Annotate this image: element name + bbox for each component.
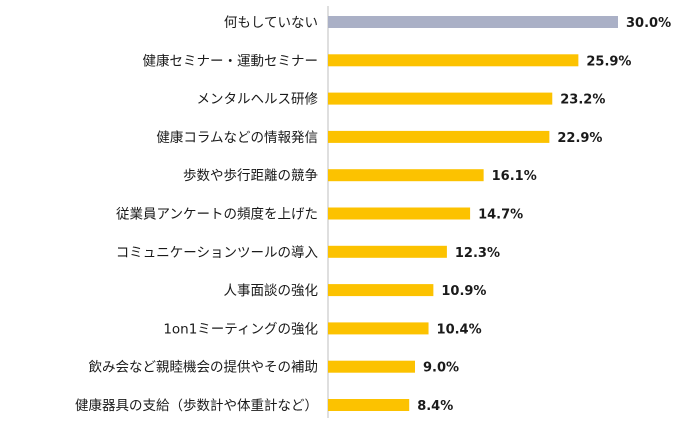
value-label: 16.1% [492, 169, 537, 184]
category-label: 従業員アンケートの頻度を上げた [116, 207, 318, 223]
bar [328, 245, 447, 258]
category-label: 健康器具の支給（歩数計や体重計など） [75, 397, 318, 414]
value-label: 8.4% [417, 399, 453, 414]
value-label: 25.9% [586, 54, 631, 69]
value-label: 30.0% [626, 16, 671, 31]
category-label: 健康セミナー・運動セミナー [143, 52, 319, 69]
bar [328, 16, 618, 28]
category-label: 歩数や歩行距離の競争 [183, 168, 318, 184]
category-label: 何もしていない [224, 15, 318, 31]
bar [328, 207, 471, 220]
bar [328, 130, 550, 143]
bar [328, 54, 579, 67]
category-label: 人事面談の強化 [224, 283, 319, 299]
bar [328, 360, 415, 373]
value-label: 10.4% [437, 322, 482, 337]
bars-group: 何もしていない 30.0% 健康セミナー・運動セミナー 25.9% メンタルヘルス研修 2… [75, 15, 671, 414]
category-label: 1on1ミーティングの強化 [163, 321, 318, 337]
bar [328, 92, 553, 105]
value-label: 12.3% [455, 246, 500, 261]
value-label: 9.0% [423, 361, 459, 376]
category-label: 飲み会など親睦機会の提供やその補助 [89, 360, 319, 376]
value-label: 22.9% [557, 131, 602, 146]
category-label: メンタルヘルス研修 [197, 92, 319, 108]
value-label: 10.9% [441, 284, 486, 299]
category-label: 健康コラムなどの情報発信 [156, 129, 318, 146]
bar [328, 284, 434, 297]
bar [328, 169, 484, 182]
value-label: 23.2% [560, 93, 605, 108]
bar [328, 399, 410, 411]
category-label: コミュニケーションツールの導入 [116, 245, 319, 261]
bar [328, 322, 429, 335]
value-label: 14.7% [478, 208, 523, 223]
